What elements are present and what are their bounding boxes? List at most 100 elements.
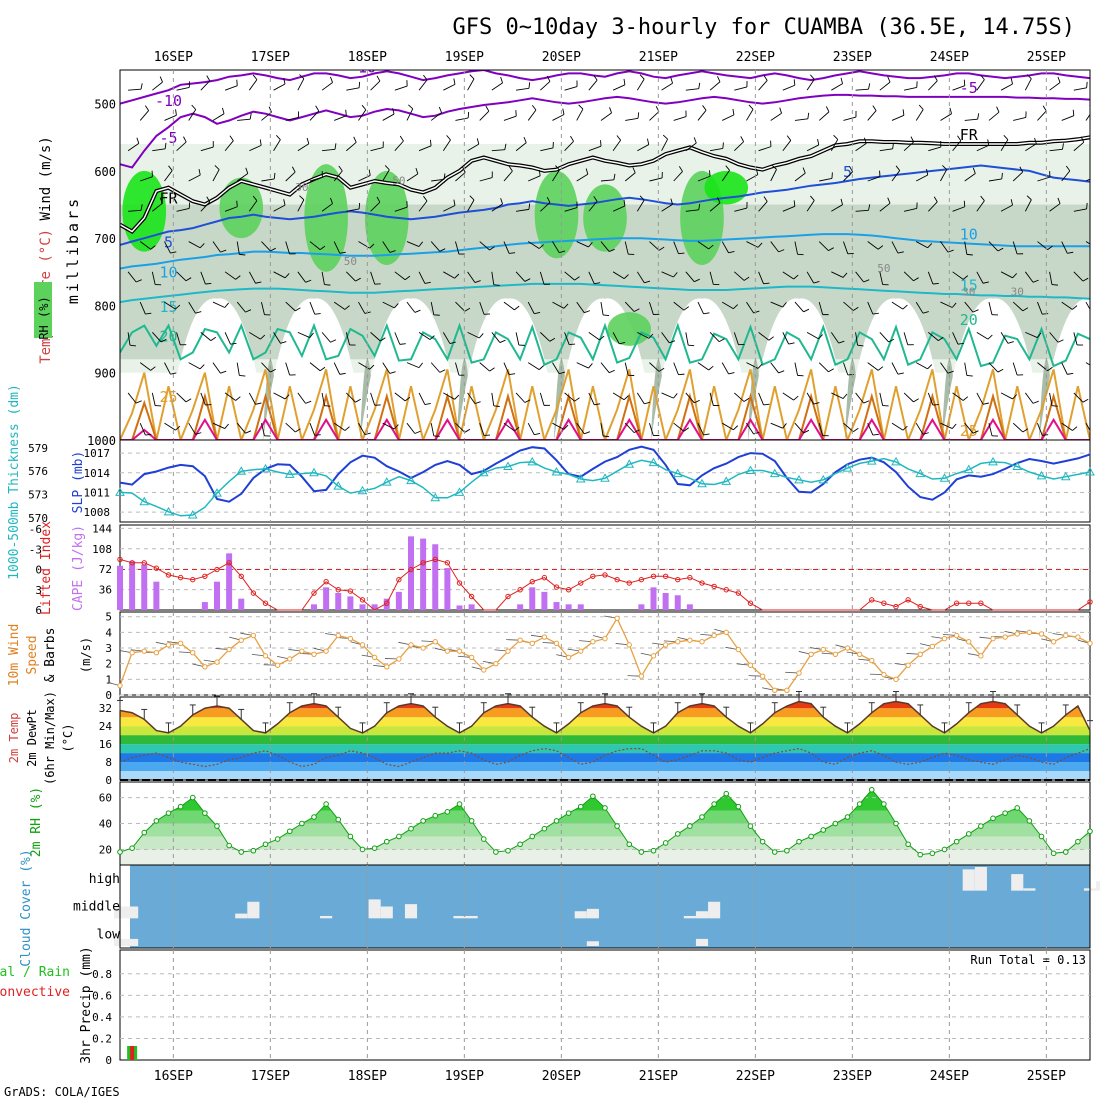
isotherm-label: 15 (960, 277, 978, 295)
wind-barb (952, 332, 959, 345)
thickness-marker (478, 467, 489, 477)
isotherm-line (120, 233, 1090, 270)
wind-barb (746, 109, 754, 121)
wind-barb (806, 144, 819, 152)
wind-marker (335, 632, 341, 639)
wind-barb-flag (863, 400, 870, 404)
wind-barb-flag (563, 424, 569, 430)
li-marker (723, 587, 729, 593)
wind-marker (626, 642, 632, 648)
rh-marker (796, 838, 802, 845)
rh-humid-core (304, 164, 348, 272)
cape-bar (674, 595, 681, 610)
thickness-tick: 573 (28, 489, 48, 502)
wind-barb-flag (424, 402, 431, 405)
wind-barb (661, 203, 673, 212)
wind-barb (1037, 110, 1047, 121)
li-marker (614, 576, 620, 583)
rh-marker (529, 833, 536, 840)
wind-barb-flag (947, 249, 954, 253)
wind-barb-flag (644, 280, 651, 284)
wind-barb (1000, 271, 1013, 279)
wind-barb (782, 271, 794, 280)
wind-barb (297, 392, 306, 404)
wind-marker (165, 642, 172, 648)
cape-bar (395, 591, 402, 610)
date-label-top: 25SEP (1027, 50, 1066, 65)
li-marker (250, 590, 257, 596)
wind-barb-flag (578, 104, 584, 110)
rh-marker (553, 818, 560, 824)
wind-barb (891, 301, 904, 310)
li-marker (978, 600, 984, 606)
wind-barb (673, 362, 679, 375)
wind-marker (553, 640, 560, 647)
li-tick: 0 (35, 564, 42, 577)
wind-barb (236, 362, 240, 376)
wind-barb-flag (315, 105, 320, 112)
wind-barb-flag (833, 134, 839, 140)
wind-barb (1085, 301, 1090, 311)
wind-barb-flag (1057, 197, 1061, 204)
wind-barb-flag (963, 200, 966, 207)
wind-barb-flag (709, 170, 711, 177)
rh-marker (165, 810, 172, 816)
wind-barb (552, 422, 565, 430)
temp-tick: 0 (105, 774, 112, 787)
upper-air-units: millibars (64, 196, 82, 304)
wind-barb (1061, 241, 1068, 254)
wind-marker (274, 662, 281, 668)
wind-barb-flag (353, 136, 357, 143)
wind-barb-flag (997, 368, 1004, 373)
wind-marker (978, 653, 984, 659)
cloud-bar-high (1096, 881, 1100, 891)
wind-barb (867, 423, 874, 436)
wind-barb (443, 392, 455, 400)
wind-barb-flag (807, 112, 810, 119)
wind-barb-flag (1042, 105, 1047, 112)
wind-barb-flag (1001, 172, 1003, 179)
rh-marker (832, 820, 839, 827)
wind-barb-flag (708, 244, 714, 250)
wind-barb (309, 110, 320, 121)
rh-marker (929, 850, 936, 857)
wind-barb-flag (205, 404, 212, 406)
wind-barb (685, 392, 695, 404)
wind-barb-flag (996, 106, 1000, 113)
thickness-tick: 570 (28, 512, 48, 525)
wind-barb (358, 422, 366, 435)
wind-marker (565, 654, 572, 661)
thickness-marker (915, 468, 926, 478)
wind-barb (127, 271, 137, 283)
wind-barb-flag (980, 195, 985, 201)
isotherm-label: 25 (960, 422, 978, 440)
wind-barb (273, 271, 286, 279)
rh-marker (444, 809, 451, 815)
rh-marker (602, 805, 608, 811)
wind-barb (152, 81, 163, 91)
wind-barb (516, 87, 530, 91)
wind-barb-flag (698, 82, 701, 89)
wind-barb-flag (509, 252, 516, 254)
cloud-bar-high (974, 867, 987, 891)
wind-barb (442, 139, 451, 151)
wind-barb-flag (593, 74, 598, 81)
isotherm-line (120, 322, 1090, 368)
li-marker (650, 573, 657, 579)
wind-barb (297, 331, 310, 338)
wind-barb-flag (982, 281, 989, 284)
wind-barb-flag (670, 198, 673, 205)
upper-air-ytick: 500 (94, 98, 116, 112)
wind-barb-flag (538, 365, 544, 370)
wind-barb-flag (662, 134, 668, 140)
wind-barb-flag (947, 370, 954, 374)
temp-band (120, 726, 1090, 736)
wind-marker (941, 635, 948, 642)
wind-barb-flag (980, 74, 985, 80)
wind-barb-flag (164, 142, 167, 149)
wind-barb (1049, 271, 1053, 285)
upper-air-ytick: 800 (94, 299, 116, 313)
wind-barb (746, 174, 759, 182)
wind-barb (467, 271, 476, 283)
rh-marker (638, 849, 645, 855)
